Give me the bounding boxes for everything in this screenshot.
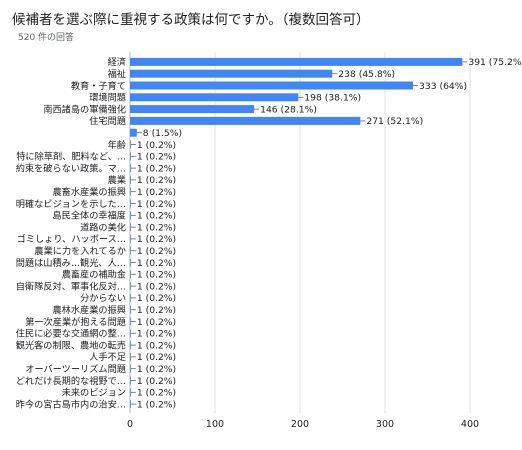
category-label: 島民全体の幸福度 bbox=[53, 210, 127, 222]
category-label: 問題は山積み…観光、人… bbox=[16, 257, 126, 269]
value-label: 1 (0.2%) bbox=[137, 258, 176, 269]
category-label: 自衛隊反対、軍事化反対… bbox=[16, 280, 126, 292]
bar bbox=[130, 128, 137, 137]
category-label: 特に除草剤、肥料など、… bbox=[16, 151, 126, 163]
category-label: 住民に必要な交通網の整… bbox=[16, 328, 126, 340]
value-label: 1 (0.2%) bbox=[137, 281, 176, 292]
value-label: 333 (64%) bbox=[419, 81, 467, 92]
bar bbox=[130, 116, 361, 125]
value-label: 238 (45.8%) bbox=[338, 69, 395, 80]
value-label: 1 (0.2%) bbox=[137, 234, 176, 245]
bar bbox=[130, 199, 131, 208]
bar bbox=[130, 211, 131, 220]
bar bbox=[130, 164, 131, 173]
category-label: 経済 bbox=[108, 56, 126, 68]
x-tick-label: 400 bbox=[461, 419, 479, 430]
value-label: 1 (0.2%) bbox=[137, 152, 176, 163]
value-label: 1 (0.2%) bbox=[137, 352, 176, 363]
value-label: 1 (0.2%) bbox=[137, 163, 176, 174]
value-label: 1 (0.2%) bbox=[137, 340, 176, 351]
bar bbox=[130, 93, 299, 102]
category-label: 福祉 bbox=[108, 68, 126, 80]
category-label: 環境問題 bbox=[89, 92, 126, 104]
value-label: 198 (38.1%) bbox=[304, 93, 361, 104]
bar bbox=[130, 140, 131, 149]
value-label: 1 (0.2%) bbox=[137, 222, 176, 233]
bar bbox=[130, 234, 131, 243]
value-label: 1 (0.2%) bbox=[137, 317, 176, 328]
value-label: 1 (0.2%) bbox=[137, 399, 176, 410]
category-label: 昨今の宮古島市内の治安… bbox=[16, 398, 126, 410]
category-label: 第一次産業が抱える問題 bbox=[25, 316, 126, 328]
category-label: 明確なビジョンを示した… bbox=[16, 198, 126, 210]
x-tick-label: 0 bbox=[127, 419, 133, 430]
category-label: 教育・子育て bbox=[71, 80, 126, 92]
value-label: 1 (0.2%) bbox=[137, 293, 176, 304]
bar bbox=[130, 258, 131, 267]
bar bbox=[130, 152, 131, 161]
bar bbox=[130, 341, 131, 350]
value-label: 1 (0.2%) bbox=[137, 175, 176, 186]
value-label: 1 (0.2%) bbox=[137, 305, 176, 316]
value-label: 1 (0.2%) bbox=[137, 388, 176, 399]
bar bbox=[130, 246, 131, 255]
bar bbox=[130, 282, 131, 291]
bar bbox=[130, 223, 131, 232]
category-label: 農林水産業の振興 bbox=[53, 304, 127, 316]
bar bbox=[130, 270, 131, 279]
x-tick-label: 100 bbox=[206, 419, 224, 430]
category-label: ゴミしょり、ハッボース… bbox=[17, 233, 126, 245]
category-label: どれだけ長期的な視野で… bbox=[16, 375, 126, 387]
category-label: 未来のビジョン bbox=[62, 387, 126, 399]
bar bbox=[130, 293, 131, 302]
bar bbox=[130, 388, 131, 397]
category-label: 農業に力を入れてるか bbox=[34, 245, 126, 257]
x-tick-label: 200 bbox=[291, 419, 309, 430]
category-label: オーバーツーリズム問題 bbox=[25, 363, 126, 375]
category-label: 住宅問題 bbox=[89, 115, 126, 127]
value-label: 1 (0.2%) bbox=[137, 329, 176, 340]
bar bbox=[130, 175, 131, 184]
bar bbox=[130, 105, 255, 114]
bar bbox=[130, 187, 131, 196]
value-label: 391 (75.2%) bbox=[468, 57, 522, 68]
value-label: 1 (0.2%) bbox=[137, 199, 176, 210]
category-label: 分からない bbox=[80, 293, 126, 304]
category-label: 観光客の制限、農地の転売 bbox=[16, 339, 126, 351]
bar bbox=[130, 329, 131, 338]
bar bbox=[130, 364, 131, 373]
value-label: 1 (0.2%) bbox=[137, 270, 176, 281]
category-label: 農畜産の補助金 bbox=[62, 269, 126, 281]
value-label: 271 (52.1%) bbox=[366, 116, 423, 127]
value-label: 1 (0.2%) bbox=[137, 364, 176, 375]
value-label: 1 (0.2%) bbox=[137, 211, 176, 222]
value-label: 146 (28.1%) bbox=[260, 104, 317, 115]
value-label: 8 (1.5%) bbox=[143, 128, 182, 139]
category-label: 農業 bbox=[108, 174, 126, 186]
category-label: 道路の美化 bbox=[80, 221, 126, 233]
bar bbox=[130, 81, 414, 90]
category-label: 人手不足 bbox=[89, 351, 126, 363]
x-tick-label: 300 bbox=[376, 419, 394, 430]
bar bbox=[130, 400, 131, 409]
value-label: 1 (0.2%) bbox=[137, 187, 176, 198]
value-label: 1 (0.2%) bbox=[137, 246, 176, 257]
bar bbox=[130, 352, 131, 361]
bar bbox=[130, 317, 131, 326]
bar bbox=[130, 57, 463, 66]
value-label: 1 (0.2%) bbox=[137, 140, 176, 151]
category-label: 約束を破らない政策。マ… bbox=[16, 162, 126, 174]
category-label: 農畜水産業の振興 bbox=[53, 186, 127, 198]
category-label: 南西諸島の軍備強化 bbox=[43, 103, 126, 115]
response-count: 520 件の回答 bbox=[18, 33, 75, 43]
bar bbox=[130, 305, 131, 314]
chart-title: 候補者を選ぶ際に重視する政策は何ですか。（複数回答可） bbox=[12, 12, 370, 28]
bar bbox=[130, 69, 333, 78]
bar bbox=[130, 376, 131, 385]
category-label: 年齢 bbox=[108, 139, 126, 151]
value-label: 1 (0.2%) bbox=[137, 376, 176, 387]
